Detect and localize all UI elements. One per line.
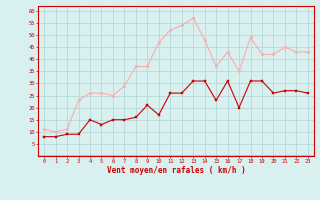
X-axis label: Vent moyen/en rafales ( km/h ): Vent moyen/en rafales ( km/h )	[107, 166, 245, 175]
